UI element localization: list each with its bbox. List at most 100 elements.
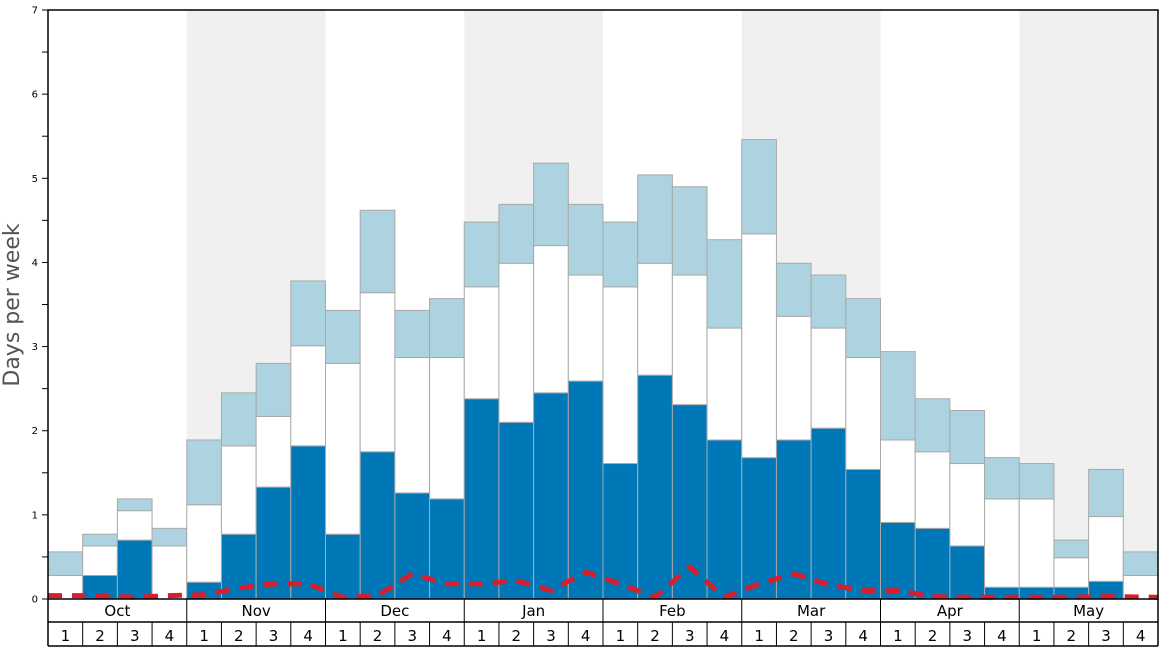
week-label: 1	[477, 627, 487, 645]
week-label: 3	[546, 627, 556, 645]
bar-segment	[394, 357, 431, 494]
week-label: 2	[234, 627, 244, 645]
bar-segment	[533, 245, 569, 394]
bar-segment	[1053, 557, 1090, 588]
bar-segment	[741, 139, 777, 235]
bar-segment	[290, 345, 326, 447]
week-label: 4	[720, 627, 730, 645]
dashed-line	[48, 564, 1159, 600]
bar-segment	[186, 439, 222, 506]
y-tick-label: 6	[32, 90, 38, 101]
bar-segment	[706, 327, 743, 441]
bar-segment	[1018, 463, 1055, 500]
y-tick-label: 1	[32, 510, 38, 521]
bar-segment	[567, 274, 604, 382]
week-label: 4	[303, 627, 313, 645]
y-axis-label: Days per week	[0, 223, 25, 386]
bar-segment	[220, 445, 257, 535]
bar-segment	[880, 521, 916, 600]
week-label: 1	[338, 627, 348, 645]
week-label: 3	[269, 627, 279, 645]
y-tick-label: 5	[32, 174, 38, 185]
bar-segment	[637, 374, 673, 600]
month-label: Nov	[241, 602, 270, 620]
bar-segment	[325, 362, 361, 535]
bar-segment	[533, 162, 569, 247]
bar-segment	[429, 298, 465, 359]
week-label: 2	[789, 627, 799, 645]
week-label: 4	[858, 627, 868, 645]
week-label: 1	[1032, 627, 1042, 645]
dashed-line-series	[48, 564, 1159, 600]
bar-segment	[359, 451, 396, 600]
bar-segment	[463, 221, 500, 288]
month-label: Feb	[659, 602, 686, 620]
bar-segment	[775, 262, 812, 317]
bar-segment	[880, 439, 916, 523]
bar-segment	[949, 545, 986, 600]
bar-segment	[845, 298, 881, 359]
bar-segment	[914, 451, 951, 529]
week-label: 4	[165, 627, 175, 645]
month-label: Jan	[521, 602, 545, 620]
bar-segment	[533, 392, 569, 600]
y-axis: 0 1 2 3 4 5 6 7	[32, 6, 48, 606]
week-label: 3	[130, 627, 140, 645]
bar-segment	[498, 203, 535, 264]
bar-segment	[706, 439, 743, 600]
week-label: 4	[1136, 627, 1146, 645]
y-tick-label: 7	[32, 6, 38, 17]
bar-segment	[82, 545, 118, 576]
bar-segment	[741, 457, 777, 600]
week-label: 3	[1101, 627, 1111, 645]
week-label: 1	[199, 627, 209, 645]
bar-segment	[47, 551, 84, 576]
bar-segment	[255, 362, 292, 417]
y-tick-label: 4	[32, 258, 38, 269]
bar-segment	[186, 504, 222, 583]
bar-segment	[602, 221, 639, 288]
bar-segment	[151, 527, 188, 547]
bar-segment	[325, 309, 361, 364]
bar-segment	[463, 286, 500, 400]
bar-segment	[671, 186, 708, 276]
bar-segment	[290, 280, 326, 347]
bar-segment	[498, 421, 535, 600]
bar-segment	[637, 262, 673, 376]
bar-segment	[671, 274, 708, 406]
bar-segment	[1122, 551, 1159, 576]
bar-segment	[325, 533, 361, 600]
bar-segment	[602, 463, 639, 600]
bar-segment	[359, 209, 396, 294]
bar-segment	[810, 274, 847, 329]
bar-segment	[1088, 516, 1124, 582]
bar-segment	[220, 392, 257, 447]
bar-series	[47, 139, 1159, 600]
week-label: 2	[928, 627, 938, 645]
bar-segment	[498, 262, 535, 423]
bar-segment	[394, 309, 431, 359]
bar-segment	[914, 398, 951, 453]
bar-segment	[116, 539, 153, 600]
bar-segment	[775, 315, 812, 441]
bar-segment	[116, 510, 153, 541]
bar-segment	[706, 239, 743, 329]
y-tick-label: 0	[32, 595, 38, 606]
y-tick-label: 2	[32, 426, 38, 437]
bar-segment	[810, 327, 847, 429]
bar-segment	[984, 498, 1020, 588]
week-label: 1	[61, 627, 71, 645]
week-label: 3	[685, 627, 695, 645]
week-label: 1	[754, 627, 764, 645]
bar-segment	[1018, 498, 1055, 588]
week-label: 2	[373, 627, 383, 645]
bar-segment	[290, 445, 326, 600]
bar-segment	[1053, 539, 1090, 559]
month-label: Apr	[937, 602, 964, 620]
month-label: Dec	[380, 602, 409, 620]
week-label: 3	[962, 627, 972, 645]
week-label: 2	[95, 627, 105, 645]
bar-segment	[845, 357, 881, 470]
week-label: 2	[512, 627, 522, 645]
bar-segment	[880, 351, 916, 441]
